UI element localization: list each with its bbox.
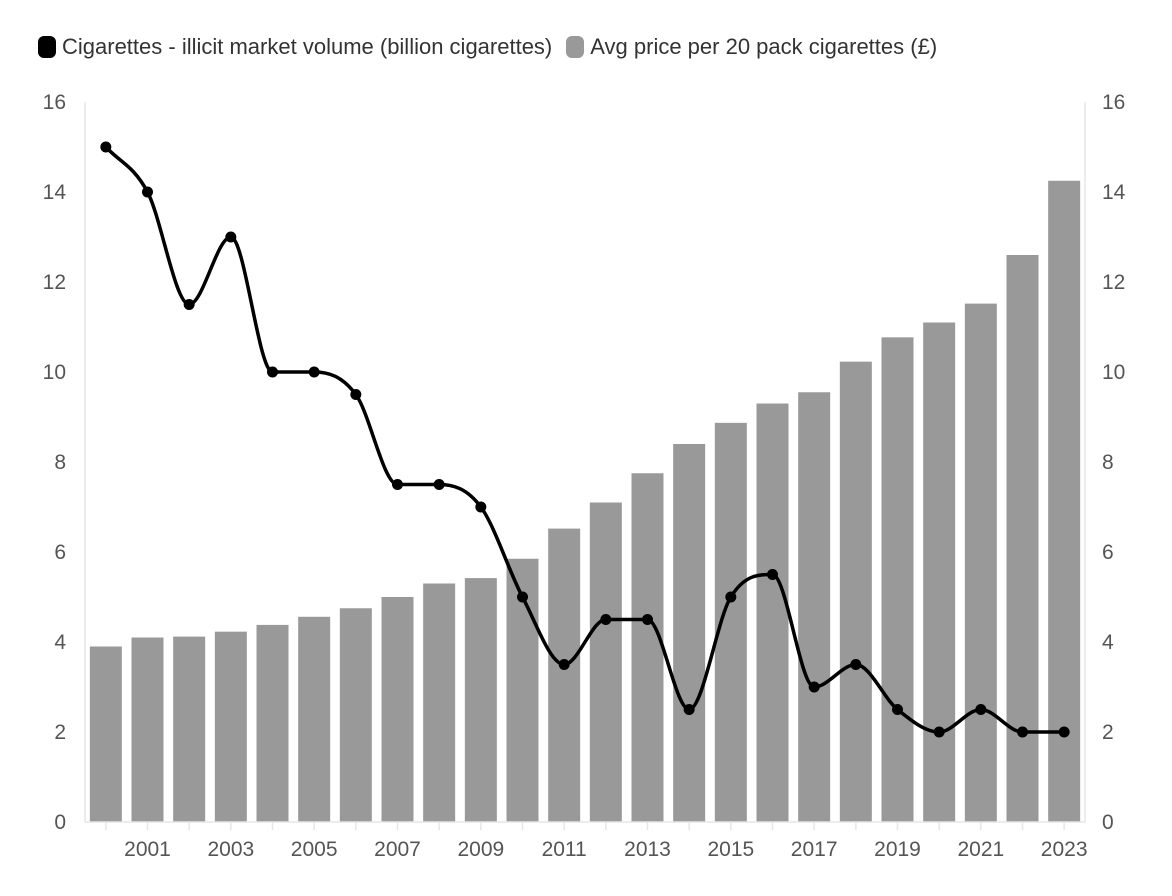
y-right-tick-label: 8 [1102, 451, 1114, 474]
point-2011[interactable] [558, 659, 570, 670]
legend-swatch-bar [566, 36, 585, 58]
bar-2014[interactable] [673, 444, 706, 822]
y-left-tick-label: 16 [43, 91, 66, 114]
y-right-tick-label: 0 [1102, 811, 1114, 834]
x-tick-label: 2021 [957, 838, 1004, 861]
bar-2019[interactable] [881, 337, 914, 822]
y-right-tick-label: 4 [1102, 631, 1114, 654]
y-right-tick-label: 6 [1102, 541, 1114, 564]
point-2002[interactable] [183, 299, 195, 310]
line-layer [104, 145, 1066, 734]
point-2003[interactable] [225, 231, 237, 243]
x-tick-label: 2003 [207, 838, 254, 861]
bar-2005[interactable] [298, 616, 331, 822]
x-tick-label: 2011 [542, 838, 587, 861]
point-2005[interactable] [308, 366, 320, 378]
x-tick-label: 2017 [791, 838, 838, 861]
y-left-tick-label: 10 [43, 361, 66, 384]
x-tick-label: 2013 [624, 838, 671, 861]
point-2022[interactable] [1017, 726, 1028, 738]
x-tick-label: 2019 [874, 838, 921, 861]
legend-label-line: Cigarettes - illicit market volume (bill… [62, 34, 553, 59]
point-2016[interactable] [767, 569, 778, 580]
legend-swatch-line [38, 36, 56, 58]
bar-2023[interactable] [1048, 180, 1081, 822]
point-2007[interactable] [392, 479, 403, 490]
point-2015[interactable] [725, 591, 737, 603]
x-tick-label: 2007 [374, 838, 421, 861]
bar-2007[interactable] [381, 597, 414, 822]
bar-2010[interactable] [506, 558, 539, 822]
y-right-tick-label: 14 [1102, 181, 1126, 204]
point-2004[interactable] [267, 366, 278, 378]
point-2021[interactable] [975, 704, 987, 715]
y-right-tick-label: 12 [1102, 271, 1125, 294]
bar-2000[interactable] [89, 646, 122, 823]
point-2001[interactable] [142, 186, 153, 198]
x-tick-label: 2001 [124, 838, 171, 861]
point-2008[interactable] [433, 479, 445, 490]
legend-item-line[interactable]: Cigarettes - illicit market volume (bill… [38, 34, 552, 60]
y-left-tick-label: 0 [54, 811, 66, 834]
x-tick-label: 2015 [707, 838, 754, 861]
bar-2013[interactable] [631, 473, 664, 822]
y-left-tick-label: 14 [43, 181, 67, 204]
bar-2012[interactable] [589, 502, 622, 823]
y-left-tick-label: 12 [43, 271, 66, 294]
points-layer [100, 141, 1070, 738]
y-left-tick-label: 4 [54, 631, 66, 654]
y-right-tick-label: 16 [1102, 91, 1125, 114]
y-left-tick-label: 6 [54, 541, 66, 564]
point-2023[interactable] [1058, 726, 1070, 738]
x-tick-label: 2009 [457, 838, 504, 861]
point-2020[interactable] [933, 726, 945, 738]
x-tick-label: 2023 [1041, 838, 1088, 861]
bar-2016[interactable] [756, 403, 789, 823]
y-left-tick-label: 2 [54, 721, 66, 744]
legend-item-bar[interactable]: Avg price per 20 pack cigarettes (£) [566, 34, 937, 60]
point-2019[interactable] [892, 704, 903, 715]
chart-legend: Cigarettes - illicit market volume (bill… [38, 32, 951, 62]
point-2017[interactable] [808, 681, 820, 693]
bar-2009[interactable] [464, 578, 497, 822]
bar-2018[interactable] [839, 361, 872, 822]
bar-2011[interactable] [548, 528, 581, 822]
bar-2001[interactable] [131, 637, 164, 823]
bars-layer [89, 180, 1081, 823]
point-2000[interactable] [100, 141, 112, 153]
legend-label-bar: Avg price per 20 pack cigarettes (£) [590, 34, 938, 59]
point-2009[interactable] [475, 501, 487, 513]
bar-2008[interactable] [423, 583, 456, 823]
y-right-tick-label: 2 [1102, 721, 1114, 744]
bar-2020[interactable] [923, 322, 956, 823]
bar-2006[interactable] [339, 608, 372, 822]
axes-layer: 0 2 4 6 8 10 12 14 16 0 2 4 6 8 10 12 14 16 2001 2003 2005 20… [43, 91, 1126, 861]
bar-2004[interactable] [256, 624, 289, 822]
bar-2021[interactable] [964, 303, 997, 823]
y-right-tick-label: 10 [1102, 361, 1125, 384]
point-2012[interactable] [600, 614, 612, 625]
point-2014[interactable] [683, 704, 695, 715]
illicit-volume-line [104, 145, 1066, 734]
x-tick-label: 2005 [291, 838, 338, 861]
bar-2002[interactable] [173, 636, 206, 822]
point-2006[interactable] [350, 389, 362, 400]
point-2018[interactable] [850, 659, 862, 670]
bar-2017[interactable] [798, 392, 831, 822]
y-left-tick-label: 8 [54, 451, 66, 474]
point-2010[interactable] [517, 591, 528, 603]
bar-2003[interactable] [214, 631, 247, 822]
point-2013[interactable] [642, 614, 653, 625]
